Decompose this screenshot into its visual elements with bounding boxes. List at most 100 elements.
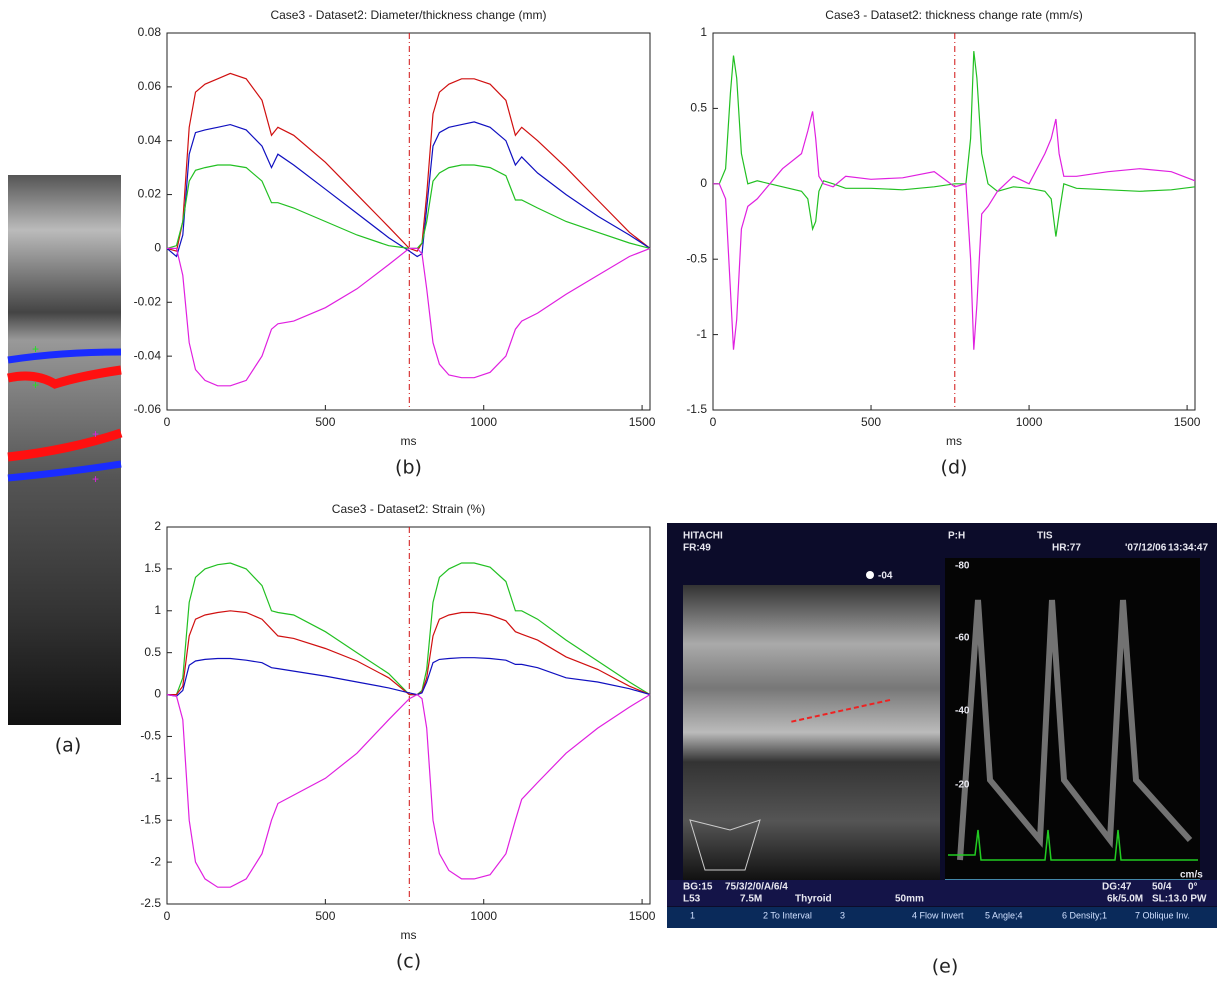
x-axis-label: ms [401,434,417,448]
series-line [167,247,651,387]
y-tick-label: 1 [700,25,707,39]
y-tick-label: -1 [150,771,161,785]
marker: + [92,472,99,486]
y-tick-label: 1.5 [144,561,161,575]
y-tick-label: -1.5 [686,402,707,416]
x-tick-label: 1500 [629,909,656,923]
x-tick-label: 0 [164,415,171,429]
menu-item: 6 Density;1 [1062,910,1107,920]
ultrasound-screen: HITACHI FR:49 P:H TIS HR:77 '07/12/06 13… [667,523,1217,978]
scale-unit: cm/s [1180,870,1203,881]
heart-rate: HR:77 [1052,543,1081,554]
status: 6k/5.0M [1107,894,1143,905]
plot-area [166,526,651,905]
x-tick-label: 1500 [629,415,656,429]
caption: (c) [396,951,421,973]
series-line [166,693,651,888]
plot-area [166,32,651,411]
status: 75/3/2/0/A/6/4 [725,882,788,893]
scale-label: -20 [955,780,970,791]
x-axis-label: ms [946,434,962,448]
series-line [167,610,651,696]
y-tick-label: 2 [154,519,161,533]
series-line [166,121,651,258]
caption: (a) [55,735,81,757]
status: Thyroid [795,894,832,905]
frame-rate: FR:49 [683,543,711,554]
date: '07/12/06 [1125,543,1167,554]
marker: + [32,378,39,392]
y-tick-label: 0.06 [138,79,162,93]
marker: + [32,342,39,356]
x-axis-label: ms [401,928,417,942]
x-tick-label: 500 [861,415,881,429]
y-tick-label: -0.02 [134,294,162,308]
status: 0° [1188,882,1198,893]
y-tick-label: -0.5 [686,251,707,265]
x-tick-label: 1000 [470,415,497,429]
menu-item: 1 [690,910,695,920]
image-a: + + + + (a) [7,175,123,757]
chart-title: Case3 - Dataset2: Diameter/thickness cha… [270,8,546,22]
wall-line [7,348,122,364]
caption: (b) [395,457,422,479]
status-bar [667,880,1217,906]
y-tick-label: 0 [700,176,707,190]
angle-arrow [789,699,891,723]
b-mode-image [683,585,940,880]
chart-title: Case3 - Dataset2: thickness change rate … [825,8,1082,22]
time: 13:34:47 [1168,543,1208,554]
y-tick-label: -2 [150,854,161,868]
x-tick-label: 500 [315,415,335,429]
y-tick-label: 0.5 [690,101,707,115]
series-line [713,51,1196,237]
status: 50mm [895,894,924,905]
wall-line [7,460,122,482]
menu-item: 3 [840,910,845,920]
status: 50/4 [1152,882,1172,893]
brand: HITACHI [683,531,723,542]
series-line [713,111,1196,350]
menu-item: 4 Flow Invert [912,910,964,920]
probe: P:H [948,531,965,542]
menu-item: 2 To Interval [763,910,812,920]
status: L53 [683,894,701,905]
y-tick-label: -0.5 [140,729,161,743]
menu-item: 5 Angle;4 [985,910,1023,920]
series-line [166,657,651,697]
wall-line [7,365,122,389]
y-tick-label: -0.06 [134,402,162,416]
y-tick-label: 1 [154,603,161,617]
chart-title: Case3 - Dataset2: Strain (%) [332,502,485,516]
y-tick-label: 0.04 [138,133,162,147]
status: 7.5M [740,894,762,905]
y-tick-label: -0.04 [134,348,162,362]
scale-label: -80 [955,561,970,572]
y-tick-label: 0 [154,241,161,255]
caption: (d) [941,457,968,479]
x-tick-label: 1500 [1174,415,1201,429]
status: DG:47 [1102,882,1132,893]
x-tick-label: 0 [710,415,717,429]
menu-bar [667,907,1217,928]
body-mark [689,819,761,871]
caption: (e) [932,956,959,978]
x-tick-label: 500 [315,909,335,923]
plot-area [712,32,1196,411]
scale-label: -60 [955,633,970,644]
wall-line [7,428,123,462]
x-tick-label: 1000 [1016,415,1043,429]
marker: + [92,427,99,441]
menu-item: 7 Oblique Inv. [1135,910,1190,920]
y-tick-label: 0.5 [144,645,161,659]
x-tick-label: 0 [164,909,171,923]
y-tick-label: -1.5 [140,812,161,826]
y-tick-label: 0 [154,687,161,701]
y-tick-label: 0.08 [138,25,162,39]
depth-dot [866,571,874,579]
tis: TIS [1037,531,1053,542]
depth-marker: -04 [878,571,893,582]
ecg-trace [948,829,1198,861]
y-tick-label: -2.5 [140,896,161,910]
